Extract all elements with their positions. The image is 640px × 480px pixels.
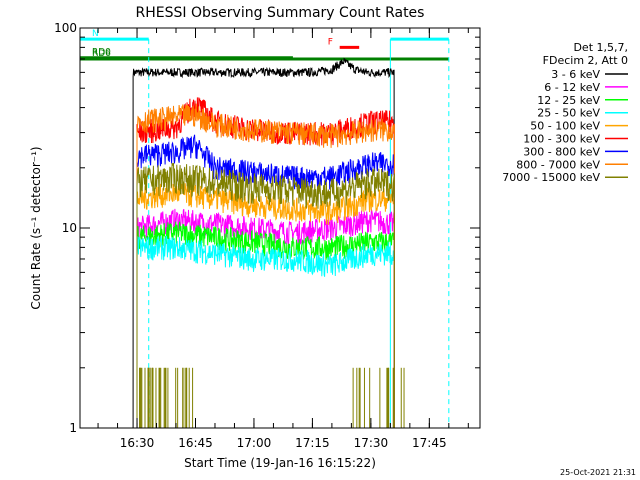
legend-label: 300 - 800 keV [523,145,600,158]
legend-label: 25 - 50 keV [537,107,600,120]
y-tick-label: 100 [54,21,77,35]
x-tick-label: 17:15 [295,436,330,450]
x-tick-label: 16:30 [120,436,155,450]
y-tick-label: 10 [62,221,77,235]
series-line-7 [136,103,395,428]
annotation-label: F [328,37,333,47]
legend-header-1: Det 1,5,7, [573,41,628,54]
x-tick-label: 17:30 [354,436,389,450]
legend-label: 7000 - 15000 keV [502,171,600,184]
y-tick-label: 1 [69,421,77,435]
annotation-label: N [92,29,99,39]
legend-label: 100 - 300 keV [523,133,600,146]
legend-label: 800 - 7000 keV [516,158,600,171]
series-line-4 [136,182,395,428]
x-tick-label: 16:45 [178,436,213,450]
legend-label: 6 - 12 keV [544,81,600,94]
y-axis-label: Count Rate (s⁻¹ detector⁻¹) [29,146,43,309]
series-line-6 [136,134,395,428]
legend-label: 3 - 6 keV [551,68,600,81]
annotation-label: RD6 [92,49,111,59]
legend-header-2: FDecim 2, Att 0 [543,54,628,67]
legend-label: 12 - 25 keV [537,94,600,107]
x-axis-label: Start Time (19-Jan-16 16:15:22) [184,456,376,470]
annotation-label: RD0 [92,48,111,58]
x-axis: 16:30 16:45 17:00 17:15 17:30 17:45 [97,28,469,450]
x-tick-label: 17:00 [237,436,272,450]
series-line-1 [136,208,395,428]
x-tick-label: 17:45 [412,436,447,450]
chart-title: RHESSI Observing Summary Count Rates [136,5,425,21]
series-line-8 [136,162,395,428]
series-line-0 [132,57,395,429]
series-line-3 [136,235,395,428]
y-axis: 1 10 100 [54,21,480,435]
legend-label: 50 - 100 keV [530,120,600,133]
timestamp: 25-Oct-2021 21:31 [560,468,636,477]
